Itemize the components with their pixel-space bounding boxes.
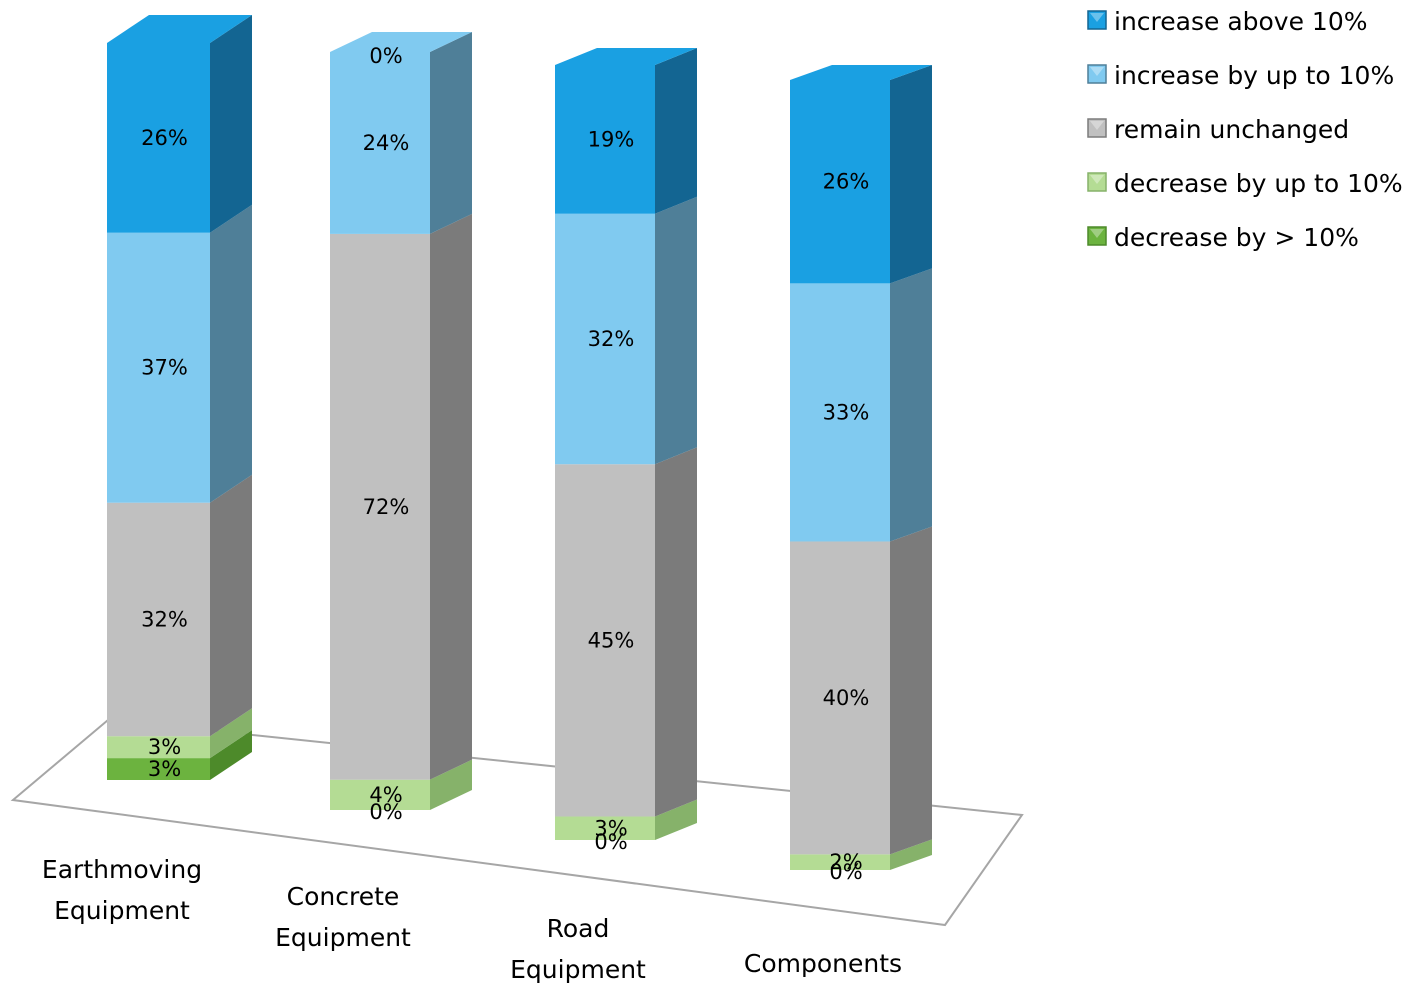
data-label-decrease-by-10: 3% xyxy=(148,757,181,781)
category-label-line: Road xyxy=(547,914,610,943)
legend-label: decrease by > 10% xyxy=(1114,223,1359,252)
data-label-remain-unchanged: 40% xyxy=(823,686,870,710)
bar-earthmoving-equipment: 3%3% 32% 37% 26% xyxy=(107,15,252,781)
data-label-decrease-by-up-to-10: 3% xyxy=(594,816,627,840)
legend-label: increase above 10% xyxy=(1114,7,1368,36)
bar-segment-increase-above-10-side xyxy=(210,15,252,233)
data-label-increase-by-up-to-10: 33% xyxy=(823,400,870,424)
data-label-increase-above-10: 19% xyxy=(588,127,635,151)
bar-road-equipment: 0%3%45%32%19% xyxy=(555,48,697,854)
bar-segment-increase-by-up-to-10-side xyxy=(655,197,697,465)
data-label-increase-by-up-to-10: 32% xyxy=(588,327,635,351)
data-label-remain-unchanged: 32% xyxy=(141,607,188,631)
bar-segment-remain-unchanged-side xyxy=(890,526,932,854)
category-label-concrete-equipment: Concrete Equipment xyxy=(275,882,411,952)
legend-item-remain-unchanged: remain unchanged xyxy=(1088,115,1349,144)
data-label-increase-above-10: 0% xyxy=(369,44,402,68)
bar-segment-increase-by-up-to-10-side xyxy=(210,205,252,503)
legend-item-decrease-by-up-to-10: decrease by up to 10% xyxy=(1088,169,1403,198)
bar-segment-remain-unchanged-side xyxy=(430,214,472,780)
category-label-line: Components xyxy=(744,949,902,978)
bar-segment-remain-unchanged-side xyxy=(655,447,697,816)
category-label-line: Earthmoving xyxy=(42,855,202,884)
data-label-increase-by-up-to-10: 37% xyxy=(141,356,188,380)
legend-item-increase-by-up-to-10: increase by up to 10% xyxy=(1088,61,1394,90)
data-label-increase-above-10: 26% xyxy=(823,170,870,194)
bar-segment-increase-above-10-side xyxy=(655,48,697,214)
category-label-line: Equipment xyxy=(275,923,411,952)
data-label-remain-unchanged: 45% xyxy=(588,628,635,652)
legend-item-increase-above-10: increase above 10% xyxy=(1088,7,1368,36)
legend-label: increase by up to 10% xyxy=(1114,61,1394,90)
category-label-earthmoving-equipment: Earthmoving Equipment xyxy=(42,855,202,925)
legend: increase above 10% increase by up to 10% r… xyxy=(1088,7,1403,252)
bar-segment-increase-above-10-side xyxy=(890,65,932,283)
bars-group: 3%3%32%37%26%0%4%72%24%0%0%3%45%32%19%0%… xyxy=(107,15,932,884)
legend-item-decrease-by-10: decrease by > 10% xyxy=(1088,223,1359,252)
data-label-decrease-by-up-to-10: 4% xyxy=(369,783,402,807)
data-label-decrease-by-up-to-10: 3% xyxy=(148,735,181,759)
data-label-decrease-by-up-to-10: 2% xyxy=(829,850,862,874)
category-label-line: Equipment xyxy=(510,955,646,984)
bar-segment-increase-by-up-to-10-side xyxy=(890,268,932,541)
data-label-increase-above-10: 26% xyxy=(141,126,188,150)
bar-components: 0%2%40%33%26% xyxy=(790,65,932,884)
bar-segment-increase-by-up-to-10-side xyxy=(430,32,472,234)
legend-label: remain unchanged xyxy=(1114,115,1349,144)
category-label-line: Concrete xyxy=(287,882,400,911)
bar-concrete-equipment: 0%4%72%24%0% xyxy=(330,32,472,824)
category-label-road-equipment: Road Equipment xyxy=(510,914,646,984)
category-label-components: Components xyxy=(744,949,902,978)
data-label-increase-by-up-to-10: 24% xyxy=(363,131,410,155)
category-label-line: Equipment xyxy=(54,896,190,925)
bar-segment-remain-unchanged-side xyxy=(210,475,252,737)
legend-label: decrease by up to 10% xyxy=(1114,169,1403,198)
data-label-remain-unchanged: 72% xyxy=(363,495,410,519)
